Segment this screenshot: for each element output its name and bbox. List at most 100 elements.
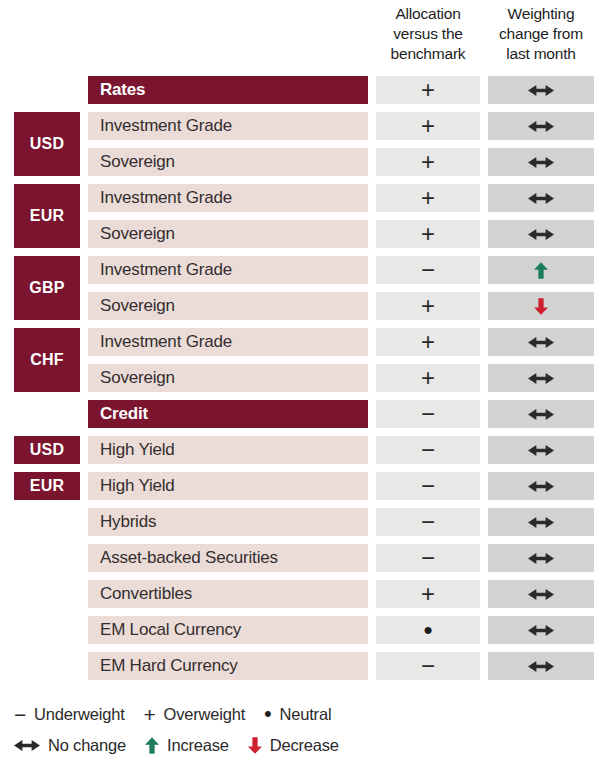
allocation-cell: − bbox=[376, 652, 480, 680]
weighting-cell bbox=[488, 292, 594, 320]
no-change-icon bbox=[528, 84, 554, 97]
no-change-icon bbox=[528, 372, 554, 385]
weighting-cell bbox=[488, 76, 594, 104]
plus-icon: + bbox=[421, 186, 435, 210]
weighting-cell bbox=[488, 184, 594, 212]
legend-weighting-line: No change Increase Decrease bbox=[14, 736, 609, 755]
allocation-cell: • bbox=[376, 616, 480, 644]
currency-badge: EUR bbox=[14, 184, 80, 248]
plus-icon: + bbox=[421, 78, 435, 102]
no-change-icon bbox=[528, 156, 554, 169]
section-label: Credit bbox=[88, 400, 368, 428]
header-allocation-column: Allocation versus the benchmark bbox=[376, 4, 480, 64]
allocation-cell: + bbox=[376, 148, 480, 176]
currency-badge: GBP bbox=[14, 256, 80, 320]
section-label: Rates bbox=[88, 76, 368, 104]
allocation-cell: + bbox=[376, 292, 480, 320]
no-change-icon bbox=[528, 120, 554, 133]
row-label: Investment Grade bbox=[88, 184, 368, 212]
currency-badge: USD bbox=[14, 112, 80, 176]
no-change-icon bbox=[528, 660, 554, 673]
minus-icon: − bbox=[421, 438, 435, 462]
plus-icon: + bbox=[144, 704, 156, 725]
allocation-cell: − bbox=[376, 436, 480, 464]
legend-item-label: Decrease bbox=[270, 736, 339, 755]
no-change-icon bbox=[14, 739, 40, 752]
legend-item-label: Neutral bbox=[280, 705, 332, 724]
currency-badge: EUR bbox=[14, 472, 80, 500]
legend-item-label: Overweight bbox=[164, 705, 245, 724]
legend: −Underweight + Overweight • Neutral No chang… bbox=[14, 703, 609, 755]
row-label: Convertibles bbox=[88, 580, 368, 608]
no-change-icon bbox=[528, 516, 554, 529]
allocation-cell: − bbox=[376, 472, 480, 500]
weighting-cell bbox=[488, 544, 594, 572]
increase-icon bbox=[145, 737, 159, 754]
legend-allocation-line: −Underweight + Overweight • Neutral bbox=[14, 703, 609, 725]
minus-icon: − bbox=[421, 546, 435, 570]
weighting-cell bbox=[488, 148, 594, 176]
allocation-cell: + bbox=[376, 112, 480, 140]
row-label: Sovereign bbox=[88, 220, 368, 248]
weighting-cell bbox=[488, 652, 594, 680]
row-label: Asset-backed Securities bbox=[88, 544, 368, 572]
weighting-cell bbox=[488, 112, 594, 140]
header-weighting-column: Weighting change from last month bbox=[488, 4, 594, 64]
legend-item: Increase bbox=[145, 736, 229, 755]
allocation-cell: + bbox=[376, 580, 480, 608]
weighting-cell bbox=[488, 508, 594, 536]
allocation-cell: + bbox=[376, 328, 480, 356]
legend-item: • Neutral bbox=[264, 703, 331, 725]
no-change-icon bbox=[528, 552, 554, 565]
legend-item: No change bbox=[14, 736, 126, 755]
weighting-cell bbox=[488, 256, 594, 284]
legend-item: + Overweight bbox=[144, 704, 246, 725]
allocation-table-figure: Allocation versus the benchmark Weightin… bbox=[0, 0, 609, 768]
minus-icon: − bbox=[421, 654, 435, 678]
no-change-icon bbox=[528, 444, 554, 457]
row-label: Sovereign bbox=[88, 148, 368, 176]
neutral-dot-icon: • bbox=[423, 617, 432, 643]
row-label: EM Local Currency bbox=[88, 616, 368, 644]
weighting-cell bbox=[488, 580, 594, 608]
legend-item-label: Increase bbox=[167, 736, 229, 755]
no-change-icon bbox=[528, 336, 554, 349]
plus-icon: + bbox=[421, 150, 435, 174]
weighting-cell bbox=[488, 436, 594, 464]
allocation-table: Rates + USD Investment Grade + Sovereign + EUR I… bbox=[14, 76, 609, 680]
plus-icon: + bbox=[421, 582, 435, 606]
plus-icon: + bbox=[421, 366, 435, 390]
allocation-cell: − bbox=[376, 256, 480, 284]
row-label: Hybrids bbox=[88, 508, 368, 536]
weighting-cell bbox=[488, 472, 594, 500]
allocation-cell: − bbox=[376, 544, 480, 572]
allocation-cell: − bbox=[376, 400, 480, 428]
minus-icon: − bbox=[421, 258, 435, 282]
row-label: Investment Grade bbox=[88, 256, 368, 284]
no-change-icon bbox=[528, 228, 554, 241]
weighting-cell bbox=[488, 616, 594, 644]
allocation-cell: + bbox=[376, 76, 480, 104]
minus-icon: − bbox=[421, 474, 435, 498]
row-label: EM Hard Currency bbox=[88, 652, 368, 680]
legend-item-label: Underweight bbox=[34, 705, 124, 724]
minus-icon: − bbox=[14, 704, 26, 725]
neutral-dot-icon: • bbox=[264, 703, 272, 725]
decrease-icon bbox=[248, 737, 262, 754]
currency-badge: CHF bbox=[14, 328, 80, 392]
no-change-icon bbox=[528, 480, 554, 493]
weighting-cell bbox=[488, 400, 594, 428]
minus-icon: − bbox=[421, 402, 435, 426]
row-label: Investment Grade bbox=[88, 328, 368, 356]
no-change-icon bbox=[528, 588, 554, 601]
row-label: Investment Grade bbox=[88, 112, 368, 140]
legend-item: Decrease bbox=[248, 736, 339, 755]
weighting-cell bbox=[488, 364, 594, 392]
no-change-icon bbox=[528, 192, 554, 205]
weighting-cell bbox=[488, 220, 594, 248]
row-label: Sovereign bbox=[88, 364, 368, 392]
no-change-icon bbox=[528, 624, 554, 637]
increase-icon bbox=[534, 262, 548, 279]
plus-icon: + bbox=[421, 114, 435, 138]
row-label: High Yield bbox=[88, 472, 368, 500]
